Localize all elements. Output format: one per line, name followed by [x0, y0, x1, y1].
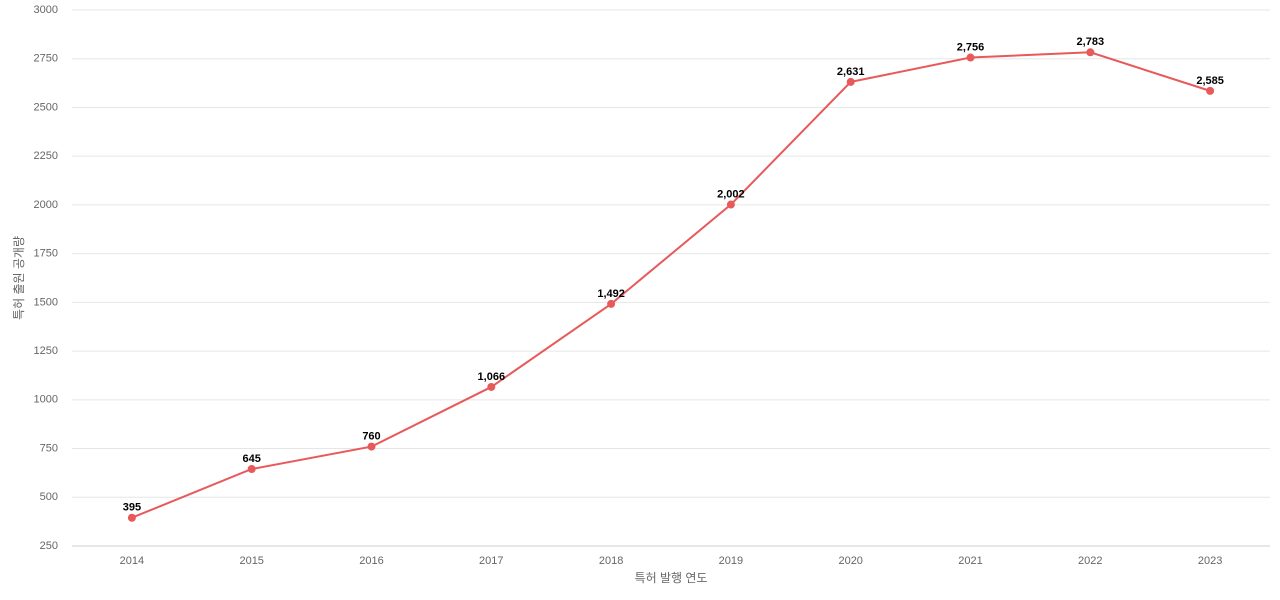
y-tick-label: 500 [40, 491, 58, 503]
x-tick-label: 2020 [838, 555, 862, 567]
data-point [127, 513, 136, 522]
data-point [1086, 48, 1095, 57]
x-tick-label: 2023 [1198, 555, 1222, 567]
y-tick-label: 2750 [34, 53, 58, 65]
data-point [487, 382, 496, 391]
y-tick-label: 1250 [34, 345, 58, 357]
x-tick-label: 2017 [479, 555, 503, 567]
data-label: 2,631 [837, 66, 865, 78]
data-label: 2,585 [1196, 75, 1224, 87]
x-tick-label: 2019 [719, 555, 743, 567]
y-tick-label: 1750 [34, 248, 58, 260]
data-point [966, 53, 975, 62]
data-line [131, 51, 1211, 519]
data-point [846, 77, 855, 86]
y-axis-title: 특허 출원 공개량 [12, 236, 26, 320]
data-point [247, 465, 256, 474]
y-tick-label: 2250 [34, 150, 58, 162]
data-label: 395 [123, 502, 141, 514]
data-point [726, 200, 735, 209]
x-tick-label: 2015 [239, 555, 263, 567]
y-tick-label: 3000 [34, 4, 58, 16]
y-tick-label: 2000 [34, 199, 58, 211]
data-point [367, 442, 376, 451]
data-label: 1,066 [478, 371, 506, 383]
y-tick-label: 2500 [34, 101, 58, 113]
x-tick-label: 2014 [120, 555, 144, 567]
x-tick-label: 2021 [958, 555, 982, 567]
y-tick-label: 750 [40, 442, 58, 454]
x-tick-label: 2022 [1078, 555, 1102, 567]
x-tick-label: 2016 [359, 555, 383, 567]
data-point [1206, 86, 1215, 95]
data-label: 2,783 [1077, 36, 1105, 48]
data-label: 2,756 [957, 41, 985, 53]
x-tick-label: 2018 [599, 555, 623, 567]
data-label: 760 [362, 431, 380, 443]
y-tick-label: 1500 [34, 296, 58, 308]
x-axis-title: 특허 발행 연도 [635, 570, 708, 585]
data-label: 645 [243, 453, 261, 465]
data-label: 1,492 [597, 288, 625, 300]
data-label: 2,002 [717, 188, 745, 200]
y-tick-label: 250 [40, 540, 58, 552]
y-tick-label: 1000 [34, 394, 58, 406]
data-point [607, 299, 616, 308]
